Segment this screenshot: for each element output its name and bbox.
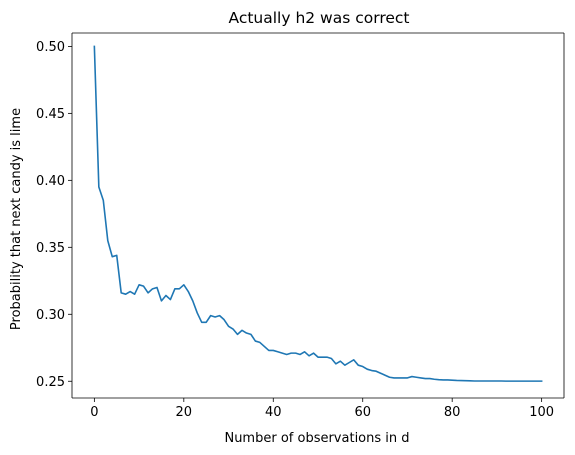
y-tick-label: 0.30 [36,308,65,323]
y-tick-label: 0.40 [36,174,65,189]
x-tick-label: 20 [176,405,193,420]
y-axis-label: Probability that next candy is lime [9,108,24,330]
plot-area: 0 20 40 60 80 100 0.25 0.30 0.35 0.40 0.45 0.50 [36,32,565,420]
x-tick-label: 80 [444,405,461,420]
y-tick-label: 0.35 [36,241,65,256]
y-tick-label: 0.50 [36,40,65,55]
x-tick-label: 60 [354,405,371,420]
y-tick-label: 0.25 [36,375,65,390]
series-line-0 [93,45,543,382]
x-tick-label: 40 [265,405,282,420]
x-tick-label: 0 [90,405,98,420]
y-tick-label: 0.45 [36,107,65,122]
chart-title: Actually h2 was correct [228,9,409,27]
x-axis-label: Number of observations in d [224,431,409,446]
x-tick-label: 100 [529,405,554,420]
